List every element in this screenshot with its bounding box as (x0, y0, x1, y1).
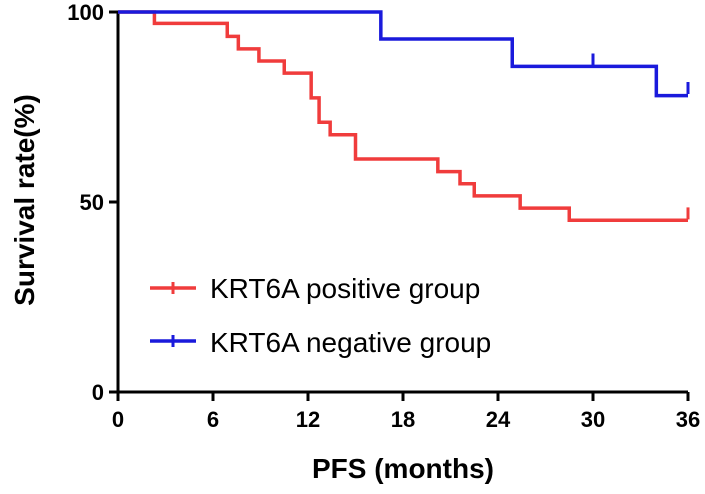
x-axis-title: PFS (months) (312, 453, 494, 484)
y-tick-label-50: 50 (80, 190, 104, 215)
x-tick-label-18: 18 (391, 407, 415, 432)
x-tick-label-6: 6 (207, 407, 219, 432)
x-tick-label-24: 24 (486, 407, 511, 432)
y-axis-ticks: 0 50 100 (67, 0, 118, 405)
x-tick-label-12: 12 (296, 407, 320, 432)
legend-entry-positive: KRT6A positive group (150, 273, 480, 304)
y-axis-title: Survival rate(%) (9, 94, 40, 306)
x-tick-label-36: 36 (676, 407, 700, 432)
x-tick-label-30: 30 (581, 407, 605, 432)
x-tick-label-0: 0 (112, 407, 124, 432)
legend: KRT6A positive group KRT6A negative grou… (150, 273, 491, 358)
y-tick-label-100: 100 (67, 0, 104, 25)
x-axis-ticks: 0 6 12 18 24 30 36 (112, 392, 700, 432)
series-line-0 (118, 10, 688, 222)
legend-label-negative: KRT6A negative group (210, 327, 491, 358)
y-tick-label-0: 0 (92, 380, 104, 405)
survival-curves (118, 10, 690, 222)
legend-label-positive: KRT6A positive group (210, 273, 480, 304)
legend-entry-negative: KRT6A negative group (150, 327, 491, 358)
series-line-1 (118, 10, 688, 98)
